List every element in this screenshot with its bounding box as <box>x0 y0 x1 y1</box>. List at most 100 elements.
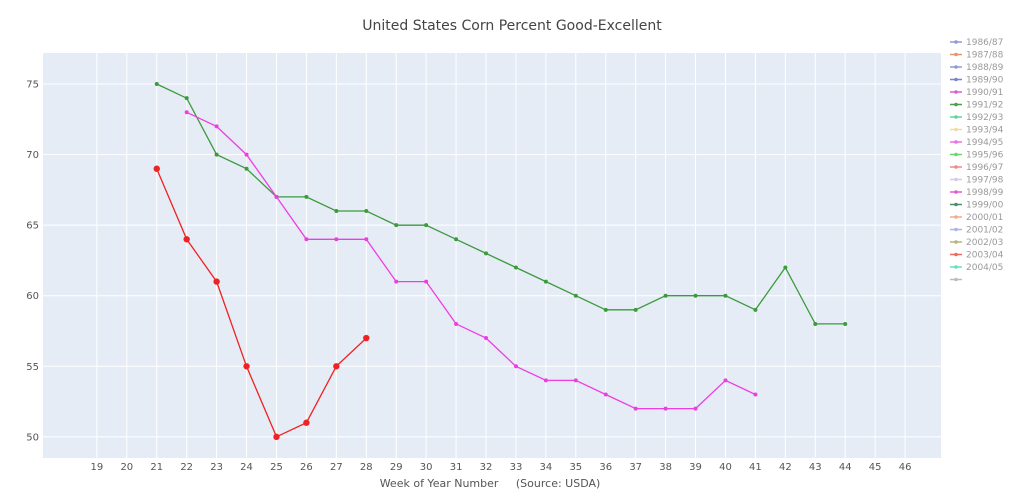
data-point <box>813 321 818 326</box>
legend-item[interactable]: 1990/91 <box>950 88 1003 98</box>
series-2 <box>153 165 370 441</box>
legend-marker <box>954 240 958 244</box>
legend-item[interactable]: 2000/01 <box>950 213 1003 223</box>
y-tick-label: 55 <box>26 362 39 373</box>
x-tick-label: 39 <box>689 462 702 473</box>
data-point <box>303 419 310 426</box>
x-tick-label: 35 <box>569 462 582 473</box>
data-point <box>603 392 608 397</box>
legend-item[interactable]: 2001/02 <box>950 226 1003 236</box>
x-tick-label: 26 <box>300 462 313 473</box>
series-layer <box>153 82 848 441</box>
data-point <box>543 279 548 284</box>
legend-item[interactable]: 2004/05 <box>950 263 1003 273</box>
y-tick-label: 70 <box>26 150 39 161</box>
legend-item[interactable]: 1995/96 <box>950 151 1004 161</box>
legend-item[interactable]: 1999/00 <box>950 201 1004 211</box>
data-point <box>723 293 728 298</box>
data-point <box>454 237 459 242</box>
legend-item[interactable]: 2003/04 <box>950 251 1004 261</box>
legend-label: 1987/88 <box>966 51 1004 61</box>
legend-marker <box>954 202 958 207</box>
x-tick-label: 27 <box>330 462 343 473</box>
legend-marker <box>954 165 958 169</box>
x-tick-label: 24 <box>240 462 253 473</box>
x-tick-label: 19 <box>91 462 104 473</box>
tick-labels: 19 20 21 22 23 24 25 26 27 28 29 30 31 32 33 34 35 36 37 38… <box>26 80 911 473</box>
legend-marker <box>954 115 958 119</box>
data-point <box>244 166 249 171</box>
legend-item[interactable]: 2002/03 <box>950 238 1003 248</box>
data-point <box>214 124 219 129</box>
y-tick-label: 50 <box>26 432 39 443</box>
data-point <box>394 279 399 284</box>
legend-label: 2004/05 <box>966 263 1003 273</box>
legend-marker <box>954 90 958 94</box>
x-tick-label: 37 <box>629 462 642 473</box>
series-line <box>186 111 756 410</box>
data-point <box>184 96 189 101</box>
legend-label: 2002/03 <box>966 238 1003 248</box>
data-point <box>154 82 159 87</box>
x-tick-label: 22 <box>180 462 193 473</box>
data-point <box>364 209 369 214</box>
legend-label: 1986/87 <box>966 38 1003 48</box>
x-tick-label: 40 <box>719 462 732 473</box>
legend-marker <box>954 40 958 44</box>
legend-item[interactable] <box>950 277 962 282</box>
data-point <box>513 265 518 270</box>
legend-label: 1991/92 <box>966 101 1003 111</box>
data-point <box>693 293 698 298</box>
y-tick-label: 60 <box>26 291 39 302</box>
legend-label: 1993/94 <box>966 126 1004 136</box>
data-point <box>274 194 279 199</box>
data-point <box>184 110 189 115</box>
data-point <box>543 378 548 383</box>
data-point <box>753 392 758 397</box>
x-tick-label: 32 <box>480 462 493 473</box>
data-point <box>663 406 668 411</box>
legend-item[interactable]: 1988/89 <box>950 63 1004 73</box>
data-point <box>273 433 280 441</box>
legend-item[interactable]: 1986/87 <box>950 38 1003 48</box>
legend-item[interactable]: 1987/88 <box>950 51 1004 61</box>
x-tick-label: 30 <box>420 462 433 473</box>
data-point <box>424 223 429 228</box>
legend-item[interactable]: 1993/94 <box>950 126 1004 136</box>
legend-label: 1988/89 <box>966 63 1004 73</box>
legend-label: 1997/98 <box>966 176 1004 186</box>
legend-marker <box>954 265 958 269</box>
legend-item[interactable]: 1997/98 <box>950 176 1004 186</box>
legend-item[interactable]: 1994/95 <box>950 138 1003 148</box>
y-tick-label: 75 <box>26 80 39 91</box>
data-point <box>573 378 578 383</box>
legend-label: 1998/99 <box>966 188 1004 198</box>
data-point <box>304 194 309 199</box>
data-point <box>214 152 219 157</box>
legend-item[interactable]: 1996/97 <box>950 163 1003 173</box>
legend-item[interactable]: 1998/99 <box>950 188 1004 198</box>
legend-marker <box>954 140 958 144</box>
series-line <box>156 83 846 325</box>
legend-marker <box>954 277 958 282</box>
legend-item[interactable]: 1991/92 <box>950 101 1003 111</box>
data-point <box>633 406 638 411</box>
legend-label: 1989/90 <box>966 76 1004 86</box>
x-tick-label: 41 <box>749 462 762 473</box>
x-tick-label: 33 <box>510 462 523 473</box>
x-tick-label: 20 <box>120 462 133 473</box>
legend-marker <box>954 252 958 257</box>
data-point <box>244 152 249 157</box>
data-point <box>183 236 190 243</box>
legend-item[interactable]: 1989/90 <box>950 76 1004 86</box>
data-point <box>484 251 489 256</box>
legend-label: 2000/01 <box>966 213 1003 223</box>
x-tick-label: 42 <box>779 462 792 473</box>
legend-item[interactable]: 1992/93 <box>950 113 1003 123</box>
data-point <box>364 237 369 242</box>
data-point <box>603 307 608 312</box>
legend[interactable]: 1986/87 1987/88 1988/89 1989/90 1990/91 1991/… <box>950 38 1004 282</box>
data-point <box>363 334 370 342</box>
x-tick-label: 36 <box>599 462 612 473</box>
grid <box>43 53 941 458</box>
